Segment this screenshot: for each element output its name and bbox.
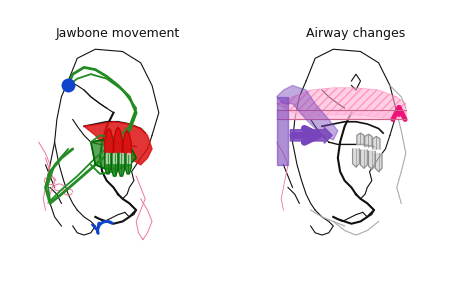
Polygon shape: [84, 122, 152, 165]
FancyArrow shape: [290, 128, 332, 143]
Polygon shape: [353, 149, 359, 167]
Polygon shape: [91, 140, 136, 169]
Polygon shape: [277, 97, 288, 165]
Polygon shape: [365, 134, 372, 147]
Polygon shape: [118, 153, 125, 176]
Polygon shape: [105, 128, 113, 153]
Polygon shape: [373, 136, 380, 149]
Title: Airway changes: Airway changes: [306, 27, 406, 40]
Polygon shape: [120, 153, 123, 162]
Polygon shape: [277, 86, 338, 140]
Polygon shape: [113, 153, 116, 162]
Polygon shape: [111, 153, 118, 176]
Polygon shape: [277, 88, 406, 119]
Polygon shape: [357, 133, 364, 145]
Polygon shape: [368, 151, 375, 169]
Polygon shape: [114, 128, 122, 153]
Polygon shape: [125, 155, 131, 174]
Polygon shape: [123, 131, 131, 156]
Title: Jawbone movement: Jawbone movement: [56, 27, 180, 40]
Polygon shape: [127, 153, 129, 162]
Polygon shape: [107, 153, 109, 162]
Polygon shape: [105, 153, 111, 174]
Polygon shape: [375, 153, 382, 172]
Polygon shape: [277, 111, 406, 119]
Polygon shape: [361, 150, 367, 168]
